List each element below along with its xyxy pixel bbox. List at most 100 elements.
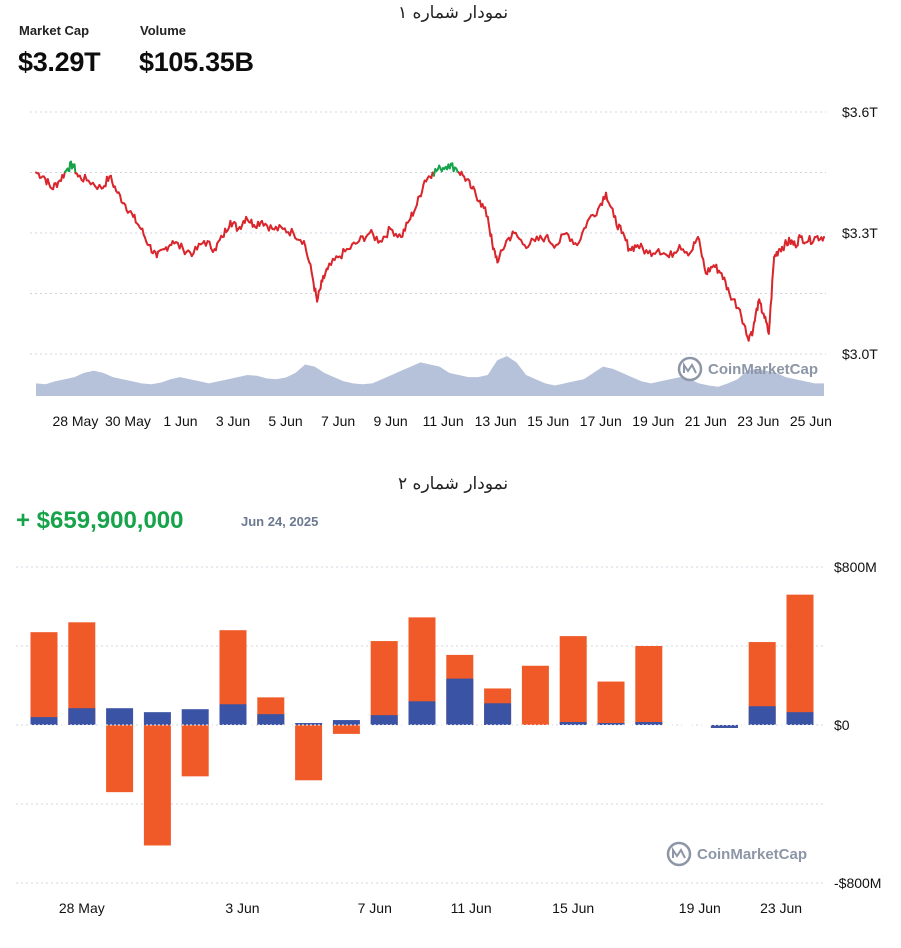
coinmarketcap-logo-mark	[683, 361, 697, 374]
blue-bar[interactable]	[408, 701, 436, 725]
chart2-title: نمودار شماره ۲	[398, 474, 509, 494]
market-cap-segment	[770, 279, 774, 300]
market-cap-segment	[68, 161, 72, 173]
blue-bar[interactable]	[748, 706, 776, 725]
blue-bar[interactable]	[30, 717, 58, 725]
chart1-x-tick-label: 23 Jun	[737, 413, 779, 429]
chart1-y-tick-label: $3.0T	[842, 346, 878, 362]
orange-bar[interactable]	[786, 594, 814, 725]
blue-bar[interactable]	[446, 678, 474, 725]
orange-bar[interactable]	[635, 646, 663, 725]
chart1-x-tick-label: 13 Jun	[475, 413, 517, 429]
orange-bar[interactable]	[181, 725, 209, 777]
orange-bar[interactable]	[597, 681, 625, 725]
coinmarketcap-logo-icon	[677, 356, 703, 382]
orange-bar[interactable]	[332, 725, 360, 734]
chart2-y-axis: $800M $0 -$800M	[834, 559, 881, 891]
market-cap-segment	[484, 206, 488, 218]
chart2-x-tick-label: 11 Jun	[451, 900, 492, 916]
chart1-watermark: CoinMarketCap	[677, 356, 818, 382]
orange-bar[interactable]	[30, 632, 58, 725]
market-cap-segment	[728, 292, 733, 301]
chart2-brand: CoinMarketCap	[697, 846, 807, 863]
market-cap-segment	[319, 279, 323, 290]
orange-bar[interactable]	[370, 641, 398, 725]
volume-value: $105.35B	[139, 47, 254, 77]
chart2-x-tick-label: 19 Jun	[679, 900, 721, 916]
chart2-watermark: CoinMarketCap	[666, 841, 807, 867]
market-cap-chart[interactable]: $3.0T $3.3T $3.6T 28 May 30 May 1 Jun 3 Jun 5 …	[0, 0, 901, 440]
blue-bar[interactable]	[786, 712, 814, 725]
market-cap-segment	[698, 238, 702, 249]
blue-bar[interactable]	[559, 722, 587, 725]
chart2-x-tick-label: 28 May	[59, 900, 105, 916]
orange-bar[interactable]	[143, 725, 171, 846]
market-cap-segment	[821, 236, 825, 242]
blue-bar[interactable]	[710, 725, 738, 728]
chart2-bars	[30, 594, 814, 846]
chart1-x-tick-label: 21 Jun	[685, 413, 727, 429]
blue-bar[interactable]	[68, 708, 96, 725]
market-cap-segment	[314, 287, 318, 297]
coinmarketcap-logo-mark	[672, 846, 686, 859]
chart1-x-tick-label: 19 Jun	[632, 413, 674, 429]
blue-bar[interactable]	[143, 712, 171, 725]
chart1-title: نمودار شماره ۱	[398, 3, 509, 23]
chart2-x-tick-label: 15 Jun	[552, 900, 594, 916]
market-cap-segment	[626, 239, 630, 252]
blue-bar[interactable]	[635, 722, 663, 725]
orange-bar[interactable]	[559, 636, 587, 725]
blue-bar[interactable]	[370, 715, 398, 725]
market-cap-segment	[808, 235, 812, 245]
market-cap-line	[35, 160, 825, 342]
net-flow-date: Jun 24, 2025	[241, 514, 319, 529]
market-cap-segment	[800, 235, 804, 244]
blue-bar[interactable]	[597, 723, 625, 725]
chart2-y-tick-label: $0	[834, 717, 850, 733]
blue-bar[interactable]	[106, 708, 134, 725]
chart2-y-tick-label: -$800M	[834, 875, 881, 891]
blue-bar[interactable]	[295, 723, 323, 725]
chart2-x-tick-label: 3 Jun	[225, 900, 259, 916]
market-cap-segment	[304, 244, 308, 254]
blue-bar[interactable]	[484, 703, 512, 725]
blue-bar[interactable]	[181, 709, 209, 725]
market-cap-segment	[546, 233, 551, 243]
blue-bar[interactable]	[219, 704, 247, 725]
chart1-y-axis: $3.0T $3.3T $3.6T	[842, 104, 878, 362]
market-cap-segment	[149, 244, 153, 254]
volume-area	[36, 356, 824, 396]
orange-bar[interactable]	[106, 725, 134, 793]
market-cap-segment	[760, 302, 763, 313]
market-cap-segment	[584, 219, 589, 229]
market-cap-segment	[738, 308, 743, 318]
blue-bar[interactable]	[257, 714, 285, 725]
chart2-x-axis: 28 May 3 Jun 7 Jun 11 Jun 15 Jun 19 Jun 23 Jun	[59, 900, 802, 916]
market-cap-segment	[386, 225, 390, 239]
market-cap-segment	[724, 280, 728, 291]
market-cap-segment	[614, 215, 618, 227]
orange-bar[interactable]	[521, 665, 549, 725]
coinmarketcap-logo-icon	[666, 841, 692, 867]
market-cap-segment	[214, 242, 219, 252]
market-cap-segment	[558, 233, 563, 244]
market-cap-segment	[605, 191, 609, 202]
market-cap-segment	[309, 263, 313, 275]
chart1-x-axis: 28 May 30 May 1 Jun 3 Jun 5 Jun 7 Jun 9 Jun 11 …	[52, 413, 831, 429]
market-cap-value: $3.29T	[18, 47, 101, 77]
chart1-x-tick-label: 30 May	[105, 413, 151, 429]
market-cap-segment	[595, 207, 600, 217]
market-cap-segment	[768, 304, 772, 324]
chart1-x-tick-label: 3 Jun	[216, 413, 250, 429]
market-cap-segment	[766, 322, 769, 333]
market-cap-segment	[404, 221, 408, 232]
chart1-y-tick-label: $3.6T	[842, 104, 878, 120]
orange-bar[interactable]	[295, 725, 323, 781]
chart1-y-tick-label: $3.3T	[842, 225, 878, 241]
market-cap-segment	[752, 321, 755, 331]
market-cap-segment	[796, 236, 800, 247]
blue-bar[interactable]	[332, 720, 360, 725]
orange-bar[interactable]	[68, 622, 96, 725]
market-cap-segment	[579, 231, 584, 241]
